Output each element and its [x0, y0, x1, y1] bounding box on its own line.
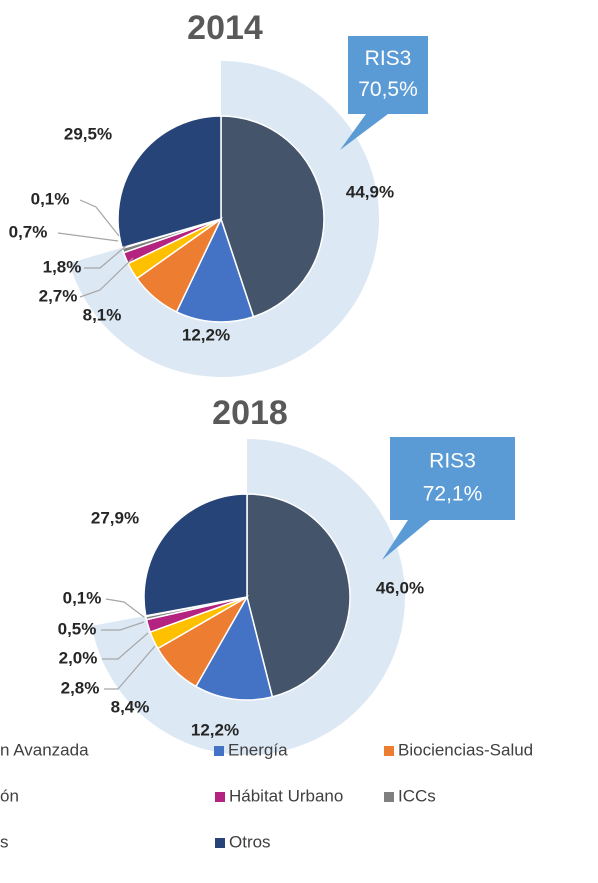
data-label: 12,2% — [191, 720, 239, 739]
pie-slice — [117, 115, 222, 249]
legend-label: Energía — [228, 740, 288, 759]
data-label: 0,7% — [9, 222, 48, 241]
legend-label: n Avanzada — [0, 740, 89, 759]
leader-line — [105, 598, 145, 618]
legend-label: ICCs — [398, 786, 436, 805]
callout-box — [340, 36, 428, 150]
data-label: 8,1% — [83, 305, 122, 324]
legend-label: Biociencias-Salud — [398, 740, 533, 759]
legend-label: Hábitat Urbano — [229, 786, 343, 805]
legend-swatch — [215, 792, 225, 802]
legend-swatch — [384, 792, 394, 802]
leader-line — [57, 232, 119, 242]
data-label: 12,2% — [182, 325, 230, 344]
pie-slice — [220, 115, 325, 318]
data-label: 8,4% — [111, 697, 150, 716]
leader-line — [102, 632, 149, 660]
data-label: 2,0% — [59, 648, 98, 667]
legend-swatch — [215, 838, 225, 848]
leader-line — [79, 199, 120, 237]
leader-line — [104, 645, 156, 690]
leader-line — [84, 245, 127, 269]
data-label: 0,5% — [58, 619, 97, 638]
legend-swatch — [214, 746, 224, 756]
pie-slice — [175, 216, 255, 323]
data-label: 29,5% — [64, 124, 112, 143]
chart-title: 2018 — [212, 394, 288, 432]
legend-label: ón — [0, 786, 19, 805]
pie-slice — [143, 493, 248, 617]
pie-slice — [246, 493, 351, 698]
legend-label: s — [0, 832, 9, 851]
pie-slice — [194, 595, 274, 701]
callout-box — [382, 437, 515, 560]
data-label: 0,1% — [63, 588, 102, 607]
chart-title: 2014 — [187, 9, 263, 47]
data-label: 1,8% — [43, 257, 82, 276]
callout-text: 70,5% — [358, 78, 418, 101]
data-label: 27,9% — [91, 508, 139, 527]
data-label: 44,9% — [346, 182, 394, 201]
callout-text: RIS3 — [429, 449, 476, 472]
leader-line — [79, 257, 134, 298]
legend-label: Otros — [229, 832, 271, 851]
data-label: 2,7% — [39, 286, 78, 305]
data-label: 0,1% — [31, 189, 70, 208]
callout-text: 72,1% — [423, 483, 483, 506]
leader-line — [101, 621, 145, 631]
legend-swatch — [384, 746, 394, 756]
data-label: 2,8% — [61, 678, 100, 697]
callout-text: RIS3 — [365, 47, 412, 70]
data-label: 46,0% — [376, 578, 424, 597]
